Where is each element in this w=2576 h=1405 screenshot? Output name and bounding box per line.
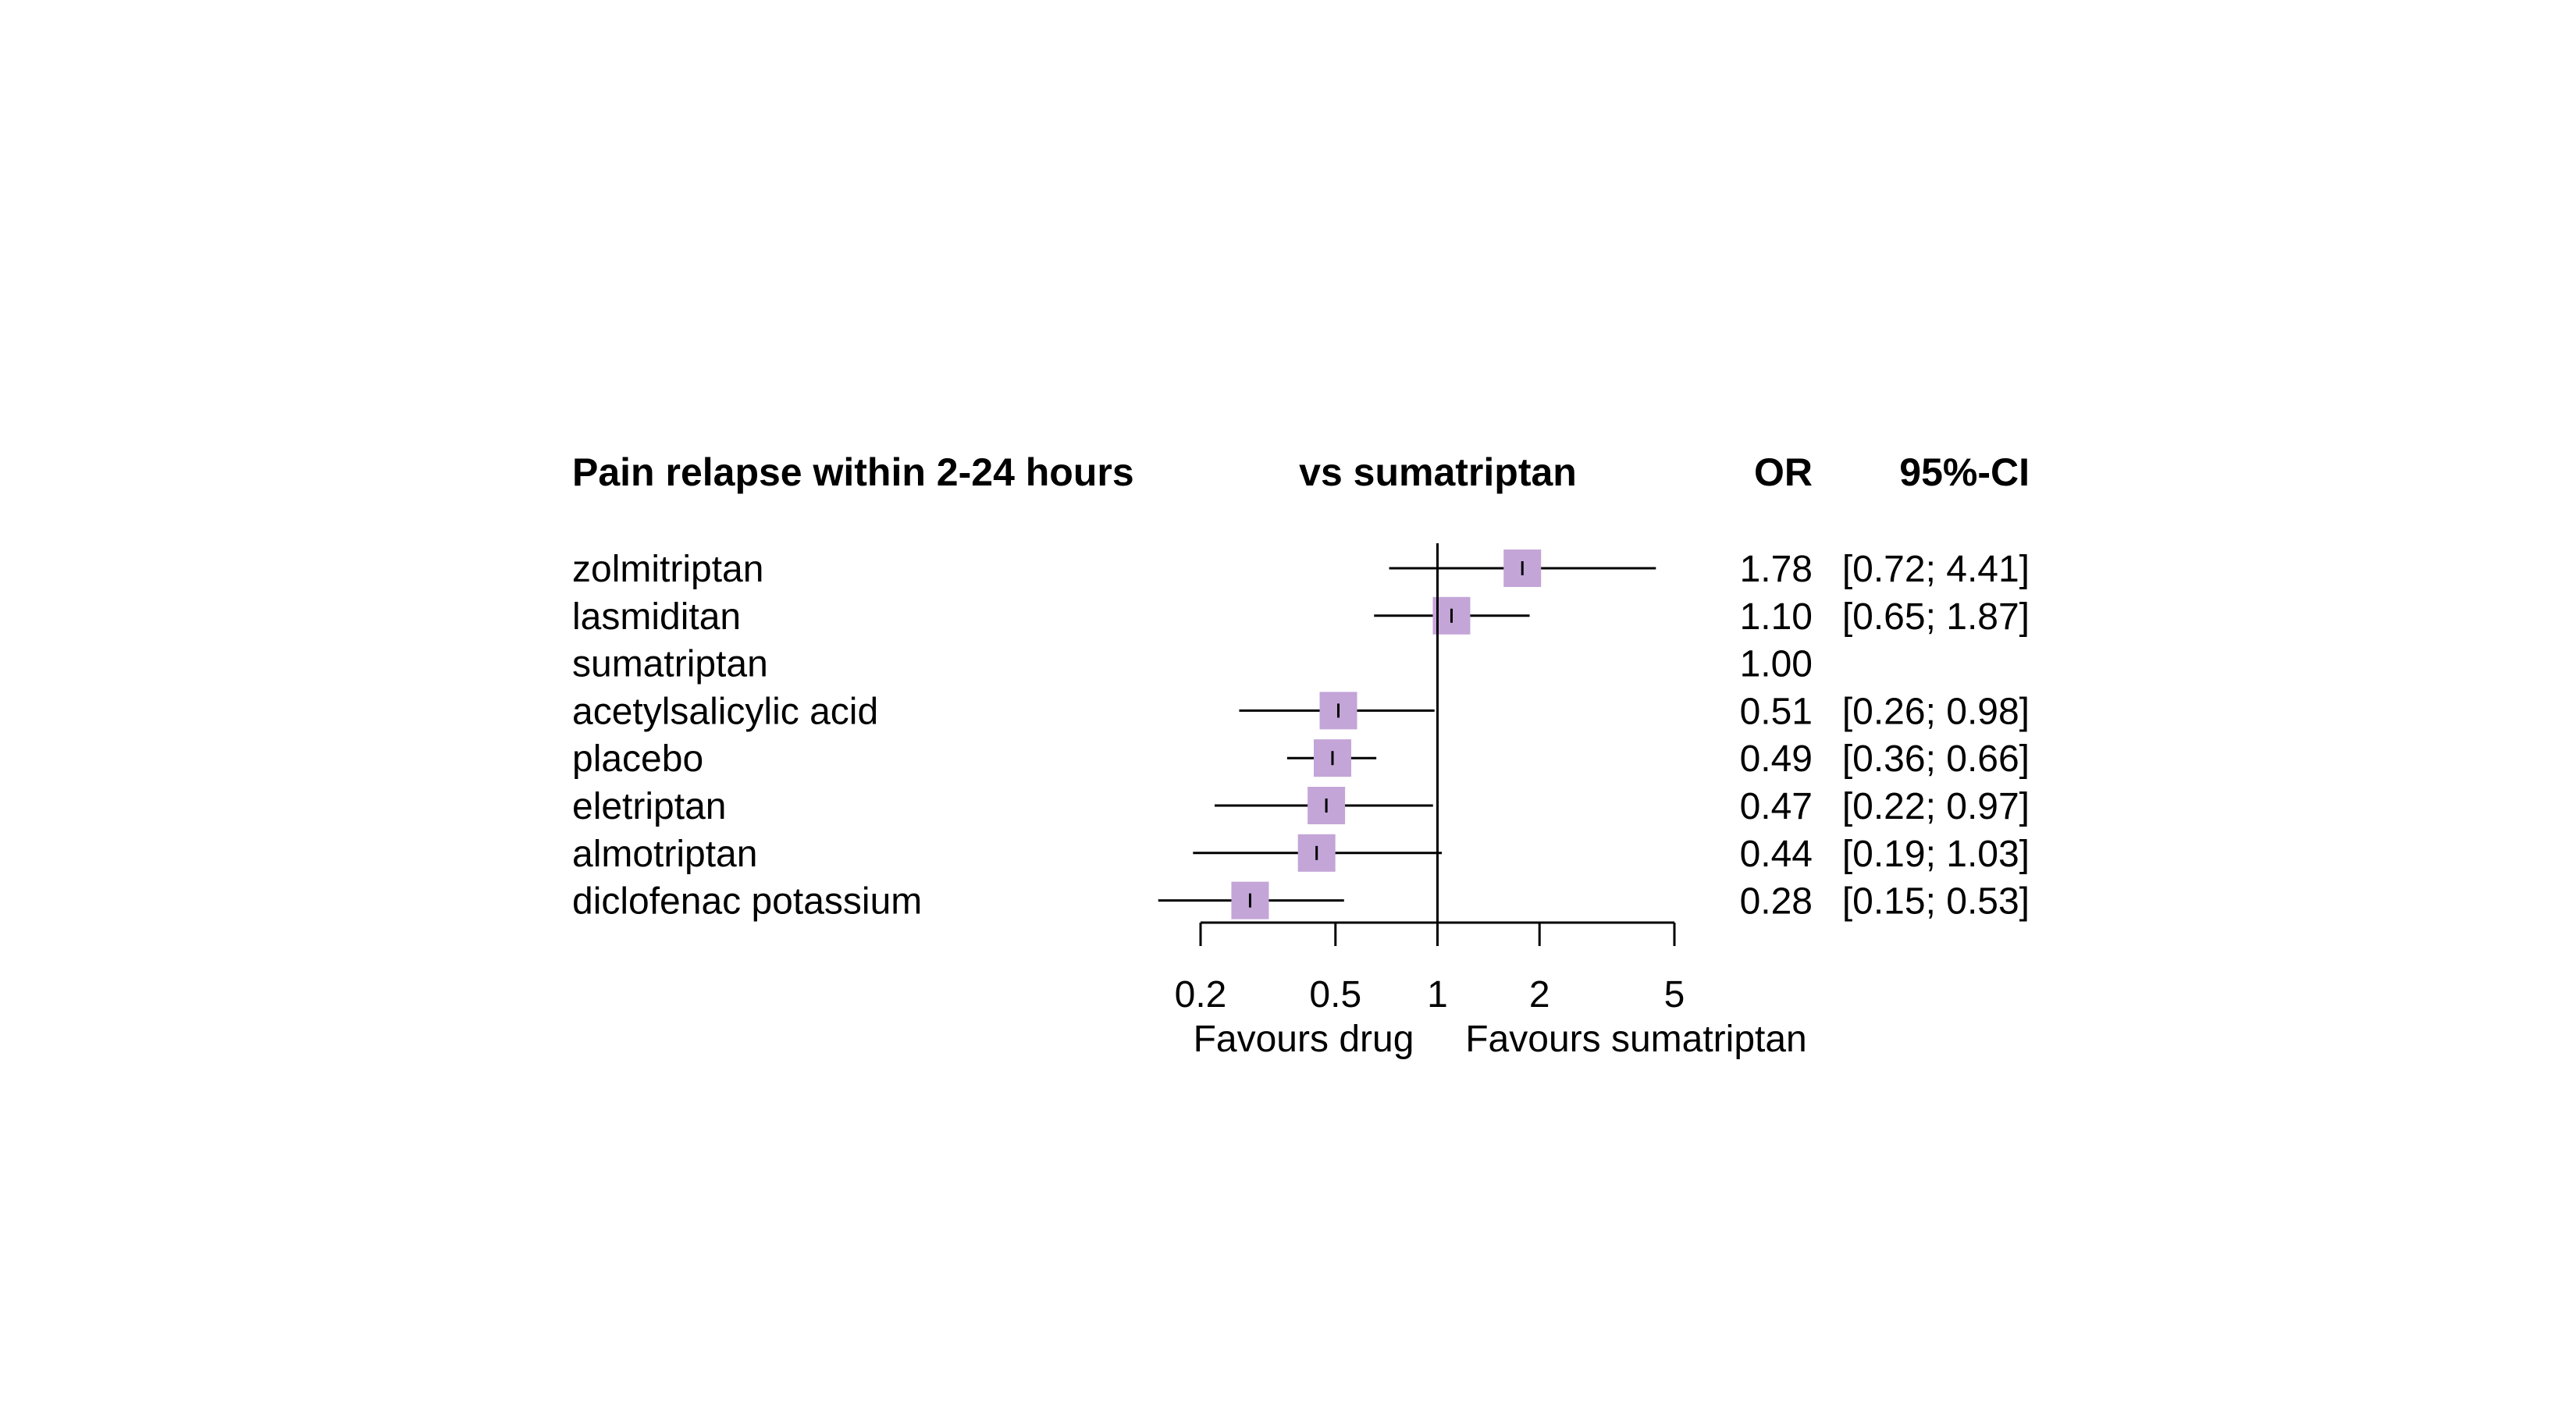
treatment-row: almotriptan 0.44 [0.19; 1.03]	[572, 834, 2030, 875]
treatment-name: diclofenac potassium	[572, 881, 922, 923]
favours-drug-label: Favours drug	[1194, 1019, 1414, 1060]
treatment-row: diclofenac potassium 0.28 [0.15; 0.53]	[572, 881, 2030, 923]
ci-value: [0.26; 0.98]	[1842, 691, 2030, 732]
or-value: 0.51	[1740, 691, 1813, 732]
treatment-row: placebo 0.49 [0.36; 0.66]	[572, 738, 2030, 780]
or-column-header: OR	[1754, 450, 1813, 494]
ci-value: [0.65; 1.87]	[1842, 596, 2030, 638]
treatment-name: lasmiditan	[572, 596, 741, 638]
or-value: 1.10	[1740, 596, 1813, 638]
treatment-name: acetylsalicylic acid	[572, 691, 878, 732]
treatment-rows: zolmitriptan 1.78 [0.72; 4.41] lasmiditan 1.…	[572, 549, 2030, 923]
treatment-name: eletriptan	[572, 786, 726, 827]
ci-value: [0.19; 1.03]	[1842, 834, 2030, 875]
plot-title: Pain relapse within 2-24 hours	[572, 450, 1134, 494]
ci-value: [0.36; 0.66]	[1842, 738, 2030, 780]
or-value: 0.28	[1740, 881, 1813, 923]
treatment-name: almotriptan	[572, 834, 757, 875]
ci-value: [0.72; 4.41]	[1842, 549, 2030, 590]
treatment-row: zolmitriptan 1.78 [0.72; 4.41]	[572, 549, 2030, 590]
ci-column-header: 95%-CI	[1899, 450, 2030, 494]
treatment-row: lasmiditan 1.10 [0.65; 1.87]	[572, 596, 2030, 638]
favours-sumatriptan-label: Favours sumatriptan	[1465, 1019, 1807, 1060]
tick-label: 5	[1664, 974, 1685, 1016]
or-value: 1.78	[1740, 549, 1813, 590]
or-value: 0.49	[1740, 738, 1813, 780]
treatment-row: acetylsalicylic acid 0.51 [0.26; 0.98]	[572, 691, 2030, 732]
treatment-row: eletriptan 0.47 [0.22; 0.97]	[572, 786, 2030, 827]
tick-label: 0.2	[1175, 974, 1227, 1016]
header-row: Pain relapse within 2-24 hours vs sumatr…	[572, 450, 2030, 494]
or-value: 0.47	[1740, 786, 1813, 827]
comparison-label: vs sumatriptan	[1299, 450, 1577, 494]
treatment-name: sumatriptan	[572, 644, 768, 685]
tick-label: 2	[1529, 974, 1550, 1016]
x-axis: 0.2 0.5 1 2 5	[1175, 921, 1685, 1016]
treatment-name: zolmitriptan	[572, 549, 763, 590]
ci-value: [0.15; 0.53]	[1842, 881, 2030, 923]
ci-value: [0.22; 0.97]	[1842, 786, 2030, 827]
treatment-row: sumatriptan 1.00	[572, 644, 1813, 685]
tick-label: 1	[1427, 974, 1448, 1016]
treatment-name: placebo	[572, 738, 703, 780]
or-value: 0.44	[1740, 834, 1813, 875]
tick-label: 0.5	[1309, 974, 1361, 1016]
or-value: 1.00	[1740, 644, 1813, 685]
